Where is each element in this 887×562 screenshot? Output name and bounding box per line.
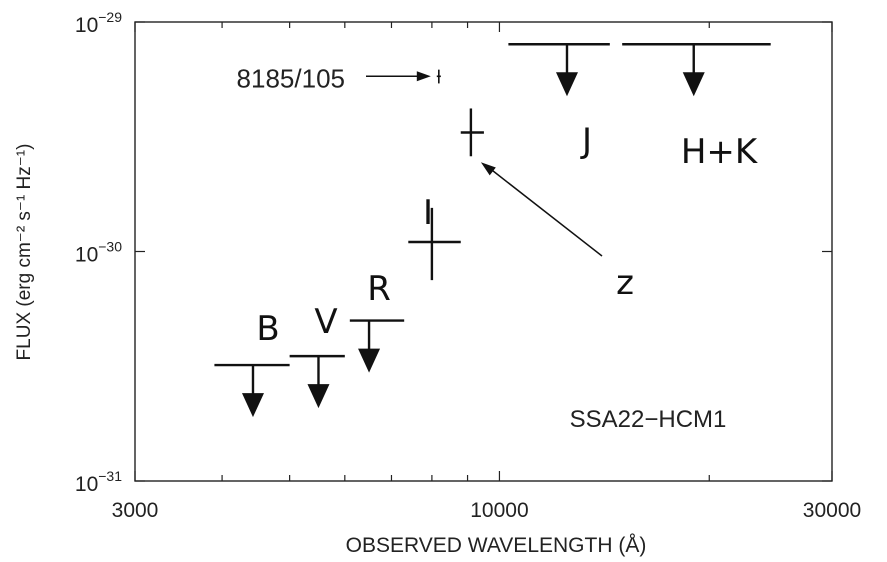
band-label: I: [423, 193, 433, 233]
upper-limit-arrowhead: [307, 384, 330, 409]
band-label: z: [616, 263, 634, 303]
upper-limit-arrowhead: [241, 393, 264, 418]
upper-limit-arrowhead: [358, 348, 381, 373]
data-marks: [214, 43, 771, 418]
x-tick-labels: 3000 10000 30000: [112, 499, 862, 522]
narrowband-label: 8185/105: [237, 63, 345, 93]
z-arrow-line: [490, 168, 603, 257]
band-label: J: [580, 121, 592, 161]
y-axis-label: FLUX (erg cm⁻² s⁻¹ Hz⁻¹): [14, 144, 35, 361]
narrowband-arrowhead: [416, 71, 431, 82]
axis-ticks: [134, 21, 833, 482]
y-tick-labels: 10−29 10−30 10−31: [75, 9, 122, 496]
y-tick-label: 10−29: [75, 9, 122, 37]
x-tick-label: 10000: [470, 499, 528, 522]
band-label: V: [314, 302, 337, 342]
band-label: B: [256, 309, 279, 349]
y-tick-label: 10−30: [75, 239, 122, 267]
x-axis-label: OBSERVED WAVELENGTH (Å): [346, 534, 647, 557]
upper-limit-arrowhead: [682, 72, 705, 97]
band-label: H+K: [681, 132, 759, 172]
z-arrowhead: [480, 162, 496, 176]
object-annotation: SSA22−HCM1: [570, 406, 727, 433]
x-tick-label: 30000: [803, 499, 861, 522]
band-label: R: [367, 269, 391, 309]
band-labels: B VR J H+K Iz 8185/105: [237, 63, 759, 349]
upper-limit-arrowhead: [555, 72, 578, 97]
x-tick-label: 3000: [112, 499, 159, 522]
y-tick-label: 10−31: [75, 468, 122, 496]
